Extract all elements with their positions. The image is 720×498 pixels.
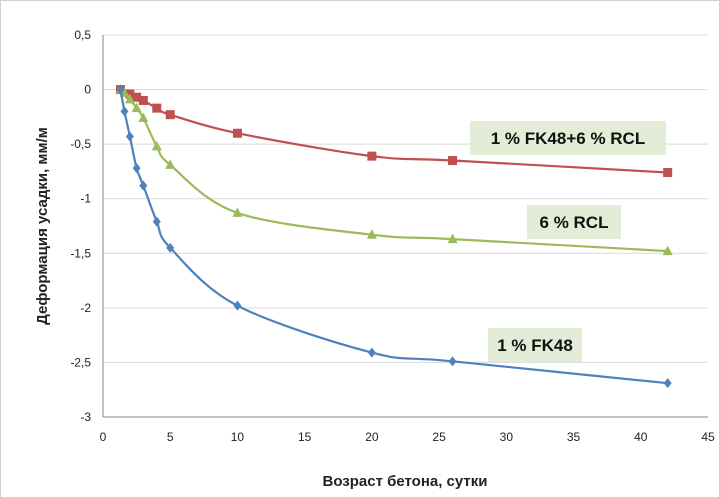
- series-annotations: 1 % FK48+6 % RCL 6 % RCL 1 % FK48: [470, 121, 666, 362]
- data-point-diamond: [116, 84, 125, 95]
- annotation-1-fk48: 1 % FK48: [488, 328, 582, 362]
- data-point-square: [132, 92, 142, 102]
- annotation-background: [488, 328, 582, 362]
- series: [115, 84, 673, 389]
- axes: [102, 35, 708, 418]
- y-tick-label: -0,5: [70, 137, 91, 151]
- x-tick-label: 15: [298, 430, 312, 444]
- data-point-triangle: [131, 102, 142, 113]
- data-point-diamond: [166, 242, 175, 253]
- data-point-diamond: [132, 163, 141, 174]
- data-point-diamond: [367, 347, 376, 358]
- data-point-diamond: [125, 131, 134, 142]
- data-point-diamond: [233, 300, 242, 311]
- y-tick-label: -2,5: [70, 355, 91, 369]
- data-point-diamond: [663, 378, 672, 389]
- data-point-diamond: [120, 106, 129, 117]
- data-point-diamond: [139, 180, 148, 191]
- annotation-label: 1 % FK48: [497, 336, 573, 355]
- data-point-triangle: [662, 245, 673, 256]
- x-tick-label: 40: [634, 430, 648, 444]
- data-point-square: [138, 95, 148, 105]
- annotation-1-fk48-6-rcl: 1 % FK48+6 % RCL: [470, 121, 666, 155]
- series-1-fk48: [116, 84, 672, 389]
- y-tick-label: -1: [80, 192, 91, 206]
- data-point-diamond: [448, 356, 457, 367]
- annotation-6-rcl: 6 % RCL: [527, 205, 621, 239]
- x-tick-label: 10: [231, 430, 245, 444]
- annotation-background: [527, 205, 621, 239]
- data-point-triangle: [151, 140, 162, 151]
- data-point-diamond: [152, 216, 161, 227]
- annotation-background: [470, 121, 666, 155]
- y-tick-label: -3: [80, 410, 91, 424]
- x-tick-label: 35: [567, 430, 581, 444]
- data-point-triangle: [232, 207, 243, 217]
- data-point-triangle: [138, 112, 149, 122]
- data-point-triangle: [165, 159, 176, 169]
- data-point-square: [165, 110, 175, 120]
- y-tick-label: -2: [80, 301, 91, 315]
- data-point-triangle: [366, 229, 377, 239]
- x-tick-label: 20: [365, 430, 379, 444]
- data-point-square: [367, 151, 377, 161]
- x-tick-label: 45: [701, 430, 715, 444]
- y-tick-labels: 0,5 0 -0,5 -1 -1,5 -2 -2,5 -3: [70, 28, 91, 424]
- data-point-square: [663, 168, 673, 178]
- data-point-triangle: [447, 233, 458, 244]
- x-axis-title: Возраст бетона, сутки: [322, 473, 487, 490]
- y-tick-label: -1,5: [70, 246, 91, 260]
- y-tick-label: 0: [84, 83, 91, 97]
- data-point-square: [152, 103, 162, 113]
- x-tick-label: 5: [167, 430, 174, 444]
- y-tick-label: 0,5: [74, 28, 91, 42]
- data-point-square: [232, 128, 242, 138]
- data-point-square: [448, 156, 458, 166]
- x-tick-label: 30: [500, 430, 514, 444]
- gridlines: [103, 34, 708, 363]
- y-axis-title: Деформация усадки, мм/м: [34, 127, 51, 325]
- x-tick-label: 0: [100, 430, 107, 444]
- x-tick-label: 25: [432, 430, 446, 444]
- annotation-label: 1 % FK48+6 % RCL: [491, 129, 645, 148]
- annotation-label: 6 % RCL: [540, 213, 609, 232]
- data-point-triangle: [124, 93, 135, 104]
- x-tick-labels: 0 5 10 15 20 25 30 35 40 45: [100, 430, 715, 444]
